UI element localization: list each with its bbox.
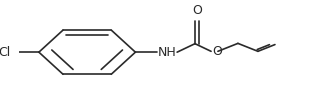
Text: NH: NH: [158, 46, 177, 59]
Text: Cl: Cl: [0, 46, 11, 59]
Text: O: O: [212, 45, 222, 58]
Text: O: O: [192, 4, 202, 17]
